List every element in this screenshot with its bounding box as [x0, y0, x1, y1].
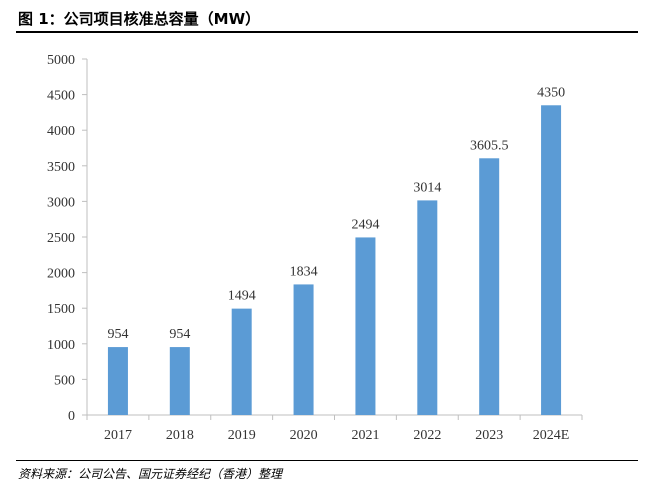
bar	[231, 308, 252, 415]
source-note: 资料来源：公司公告、国元证券经纪（香港）整理	[18, 467, 283, 481]
y-tick-label: 4500	[47, 89, 75, 104]
data-label: 1834	[290, 264, 318, 279]
figure-title: 图 1：公司项目核准总容量（MW）	[18, 10, 261, 28]
data-label: 4350	[537, 85, 565, 100]
x-tick-label: 2022	[413, 428, 441, 443]
data-label: 2494	[351, 217, 379, 232]
data-label: 1494	[228, 289, 256, 304]
y-tick-label: 5000	[47, 53, 75, 68]
y-tick-label: 2000	[47, 267, 75, 282]
bar	[107, 347, 128, 415]
data-label: 3605.5	[470, 138, 509, 153]
y-tick-label: 1500	[47, 302, 75, 317]
y-tick-label: 0	[68, 409, 75, 424]
y-tick-label: 500	[54, 373, 75, 388]
bar	[355, 237, 376, 415]
x-tick-label: 2024E	[533, 428, 570, 443]
x-tick-label: 2019	[228, 428, 256, 443]
bar	[417, 200, 438, 415]
bar	[169, 347, 190, 415]
y-tick-label: 4000	[47, 124, 75, 139]
x-tick-label: 2018	[166, 428, 194, 443]
bar	[541, 105, 562, 415]
y-tick-label: 1000	[47, 338, 75, 353]
title-rule	[16, 31, 638, 33]
x-tick-label: 2023	[475, 428, 503, 443]
y-tick-label: 3500	[47, 160, 75, 175]
bar	[293, 284, 314, 415]
y-tick-label: 2500	[47, 231, 75, 246]
y-tick-label: 3000	[47, 195, 75, 210]
data-label: 954	[169, 327, 190, 342]
data-label: 954	[107, 327, 128, 342]
x-tick-label: 2017	[104, 428, 132, 443]
data-label: 3014	[413, 180, 441, 195]
bar	[479, 158, 500, 416]
source-rule	[16, 460, 638, 461]
x-tick-label: 2021	[351, 428, 379, 443]
x-tick-label: 2020	[290, 428, 318, 443]
